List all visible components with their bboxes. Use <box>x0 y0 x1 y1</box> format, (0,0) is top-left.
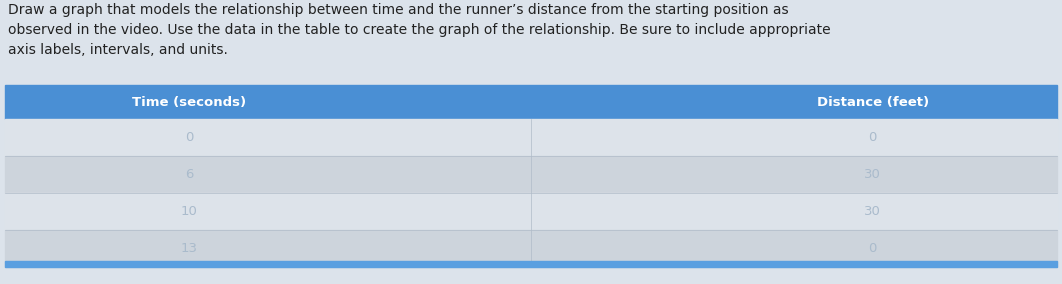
Text: 6: 6 <box>185 168 193 181</box>
Text: Distance (feet): Distance (feet) <box>817 95 929 108</box>
Bar <box>5 261 1057 267</box>
Text: Draw a graph that models the relationship between time and the runner’s distance: Draw a graph that models the relationshi… <box>8 3 832 57</box>
Text: 13: 13 <box>181 242 198 255</box>
Bar <box>5 193 1057 230</box>
Text: 30: 30 <box>864 168 881 181</box>
Text: 0: 0 <box>869 242 877 255</box>
Text: 0: 0 <box>869 131 877 144</box>
Text: 0: 0 <box>185 131 193 144</box>
Text: Time (seconds): Time (seconds) <box>133 95 246 108</box>
Bar <box>5 156 1057 193</box>
Text: 30: 30 <box>864 205 881 218</box>
Bar <box>5 85 1057 119</box>
Bar <box>5 119 1057 156</box>
Text: 10: 10 <box>181 205 198 218</box>
Bar <box>5 230 1057 267</box>
